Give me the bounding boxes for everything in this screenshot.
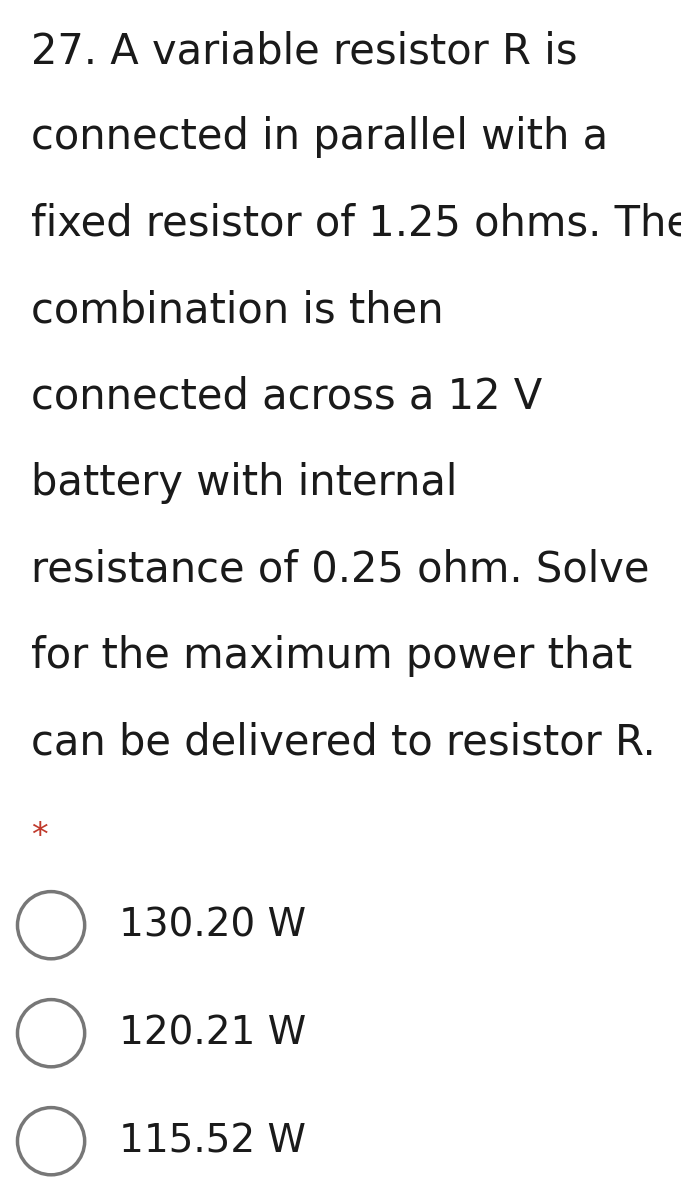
Text: resistance of 0.25 ohm. Solve: resistance of 0.25 ohm. Solve	[31, 548, 649, 590]
Text: for the maximum power that: for the maximum power that	[31, 635, 632, 677]
Text: battery with internal: battery with internal	[31, 462, 457, 504]
Text: 27. A variable resistor R is: 27. A variable resistor R is	[31, 30, 577, 72]
Text: connected in parallel with a: connected in parallel with a	[31, 116, 607, 158]
Text: 115.52 W: 115.52 W	[119, 1122, 306, 1160]
Text: 130.20 W: 130.20 W	[119, 906, 306, 944]
Text: fixed resistor of 1.25 ohms. The: fixed resistor of 1.25 ohms. The	[31, 203, 681, 245]
Text: combination is then: combination is then	[31, 289, 443, 331]
Text: *: *	[31, 820, 47, 852]
Text: 120.21 W: 120.21 W	[119, 1014, 306, 1052]
Text: can be delivered to resistor R.: can be delivered to resistor R.	[31, 721, 655, 763]
Text: connected across a 12 V: connected across a 12 V	[31, 376, 542, 418]
